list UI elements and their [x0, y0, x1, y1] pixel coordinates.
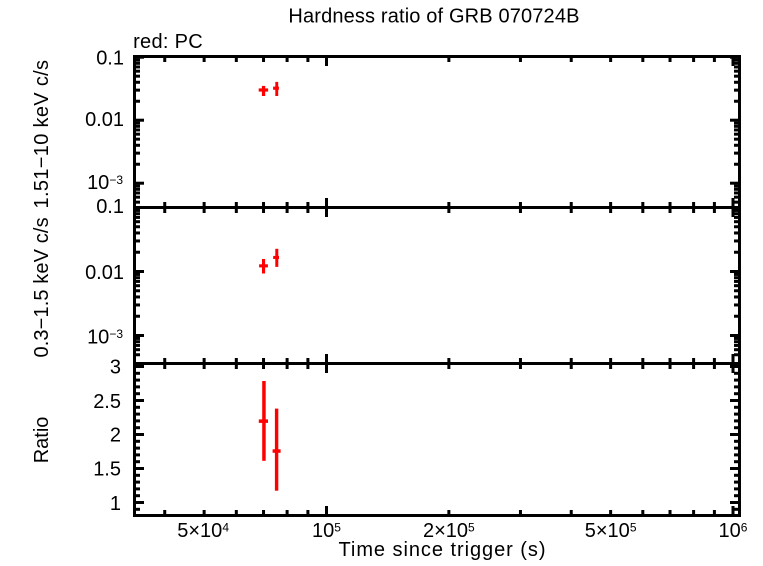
svg-text:105: 105	[312, 520, 341, 542]
svg-text:106: 106	[719, 520, 748, 542]
svg-text:2×105: 2×105	[423, 520, 475, 542]
svg-text:2.5: 2.5	[93, 391, 121, 413]
svg-text:Ratio: Ratio	[31, 417, 53, 464]
svg-text:1.5: 1.5	[93, 459, 121, 481]
svg-text:5×105: 5×105	[585, 520, 637, 542]
svg-text:3: 3	[110, 357, 121, 379]
svg-text:Time since trigger (s): Time since trigger (s)	[339, 539, 547, 561]
svg-text:0.01: 0.01	[85, 262, 124, 284]
svg-text:0.1: 0.1	[96, 47, 124, 69]
svg-text:0.1: 0.1	[96, 196, 124, 218]
svg-text:red: PC: red: PC	[133, 31, 203, 53]
svg-text:0.3−1.5 keV c/s: 0.3−1.5 keV c/s	[31, 217, 53, 357]
svg-text:1: 1	[110, 493, 121, 515]
svg-text:Hardness ratio of GRB 070724B: Hardness ratio of GRB 070724B	[288, 6, 579, 28]
svg-text:5×104: 5×104	[177, 520, 229, 542]
svg-text:0.01: 0.01	[85, 109, 124, 131]
svg-text:2: 2	[110, 424, 121, 446]
svg-text:1.51−10 keV c/s: 1.51−10 keV c/s	[31, 60, 53, 209]
